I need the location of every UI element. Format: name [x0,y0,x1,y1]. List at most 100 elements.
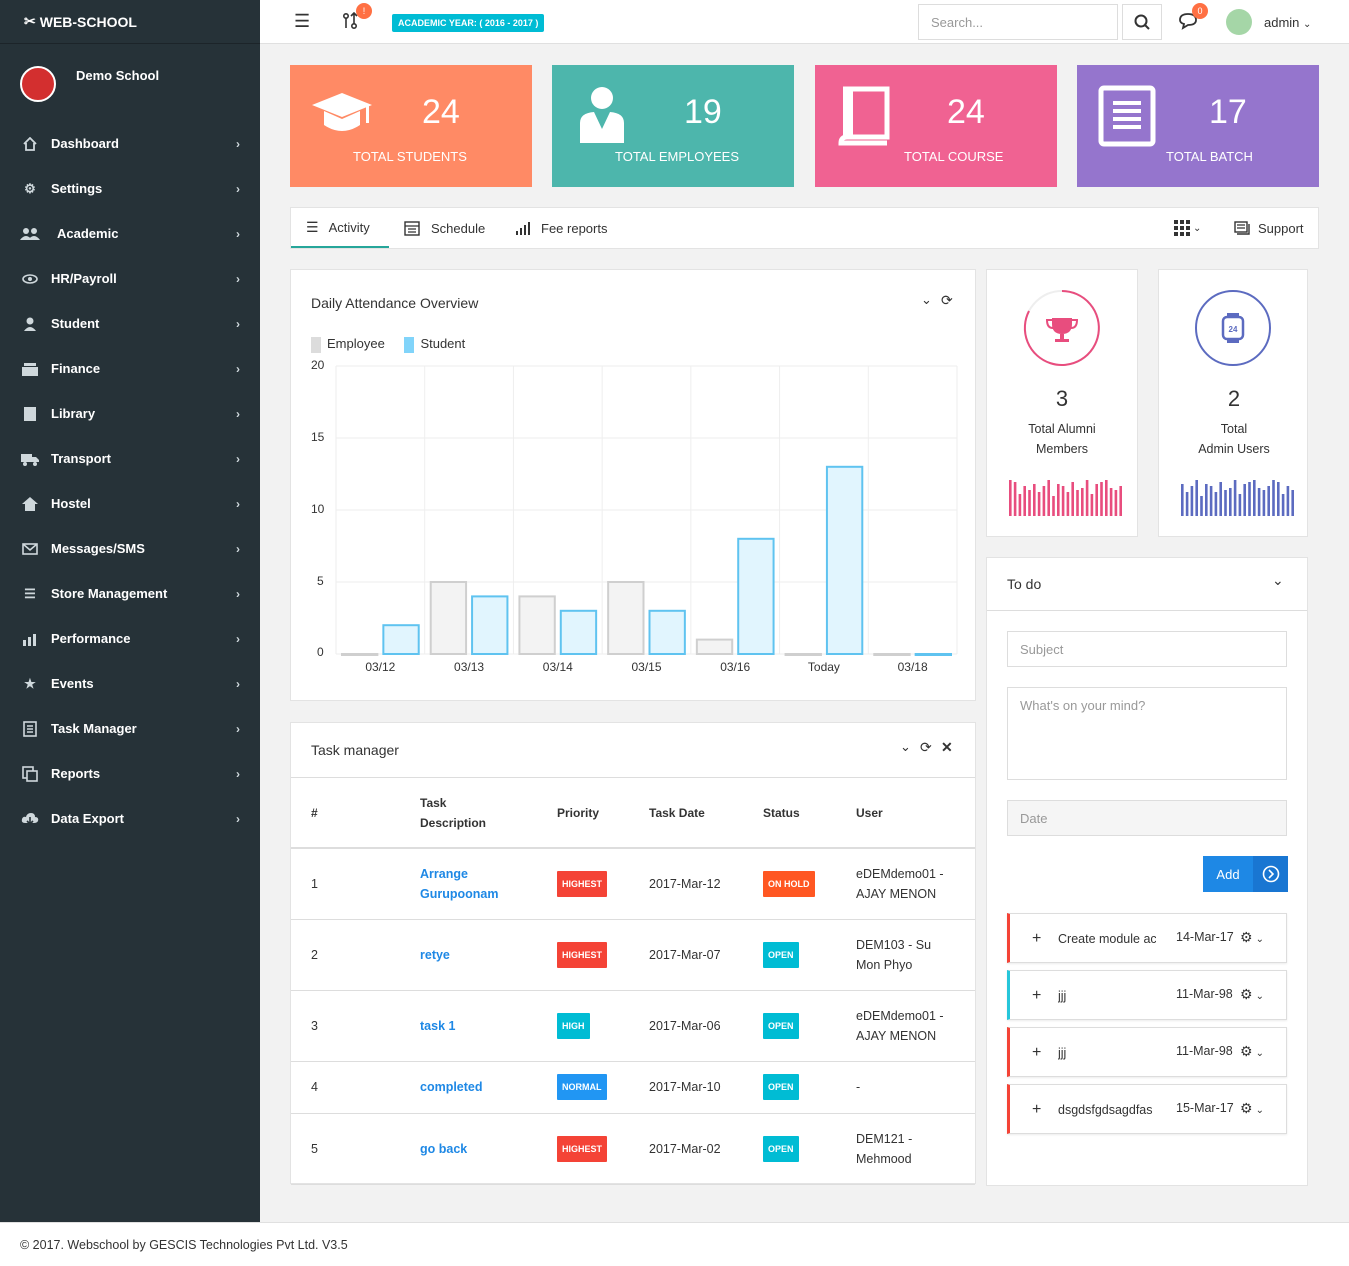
admin-label-2: Admin Users [1198,442,1270,456]
tab-fee-reports[interactable]: Fee reports [515,208,607,248]
mind-textarea[interactable]: What's on your mind? [1007,687,1287,780]
gear-icon[interactable]: ⚙ ⌄ [1240,1100,1264,1116]
bar-student[interactable] [648,609,686,655]
chevron-right-icon: › [236,631,240,646]
sidebar-item-reports[interactable]: Reports › [0,751,260,796]
priority-badge: HIGHEST [557,870,608,897]
stat-card-course[interactable]: 24 TOTAL COURSE [815,65,1057,187]
task-link[interactable]: task 1 [420,1018,456,1033]
add-button[interactable]: Add [1203,856,1288,892]
stat-card-batch[interactable]: 17 TOTAL BATCH [1077,65,1319,187]
bar-student[interactable] [914,653,953,656]
close-icon[interactable]: ✕ [941,739,953,755]
chevron-right-icon: › [236,811,240,826]
legend-swatch-student [404,336,415,353]
envelope-icon [20,541,40,557]
sparkline-bar [1277,482,1280,516]
x-tick-label: 03/14 [543,660,573,674]
plus-icon[interactable]: + [1032,987,1042,1004]
sparkline-bar [1090,494,1094,516]
todo-item[interactable]: + jjj 11-Mar-98 ⚙ ⌄ [1007,1027,1287,1077]
refresh-icon[interactable]: ⟳ [920,739,932,755]
sidebar-item-settings[interactable]: ⚙ Settings › [0,166,260,211]
sidebar-item-transport[interactable]: Transport › [0,436,260,481]
sidebar-item-data-export[interactable]: Data Export › [0,796,260,841]
sidebar-item-performance[interactable]: Performance › [0,616,260,661]
bar-student[interactable] [825,465,864,655]
bar-student[interactable] [382,624,420,656]
sidebar-item-hr-payroll[interactable]: HR/Payroll › [0,256,260,301]
bar-employee[interactable] [873,653,911,656]
brand[interactable]: ✂ WEB-SCHOOL [0,0,260,44]
task-link[interactable]: go back [420,1141,468,1156]
bar-employee[interactable] [607,581,645,655]
sidebar-item-task-manager[interactable]: Task Manager › [0,706,260,751]
tab-activity[interactable]: ☰ Activity [291,208,389,248]
gear-icon[interactable]: ⚙ ⌄ [1240,929,1264,945]
bar-employee[interactable] [695,638,734,656]
git-compare-icon[interactable] [342,11,358,35]
sidebar-item-student[interactable]: Student › [0,301,260,346]
plus-icon[interactable]: + [1032,930,1042,947]
user-text: DEM103 - Su Mon Phyo [856,937,932,972]
search-input[interactable]: Search... [918,4,1118,40]
sidebar-item-events[interactable]: ★ Events › [0,661,260,706]
alumni-label-1: Total Alumni [1028,422,1096,436]
plus-icon[interactable]: + [1032,1101,1042,1118]
todo-item[interactable]: + Create module ac 14-Mar-17 ⚙ ⌄ [1007,913,1287,963]
bar-student[interactable] [737,537,775,655]
stat-card-employees[interactable]: 19 TOTAL EMPLOYEES [552,65,794,187]
gear-icon[interactable]: ⚙ ⌄ [1240,1043,1264,1059]
sparkline-bar [1200,496,1203,516]
collapse-icon[interactable]: ⌄ [1272,572,1284,588]
sidebar-item-messages[interactable]: Messages/SMS › [0,526,260,571]
sparkline-bar [1061,486,1065,516]
tab-schedule[interactable]: Schedule [404,208,485,248]
sidebar-item-finance[interactable]: Finance › [0,346,260,391]
user-avatar[interactable] [1226,9,1252,35]
trophy-ring [1023,290,1100,366]
task-link[interactable]: completed [420,1080,483,1094]
sidebar-item-store[interactable]: ☰ Store Management › [0,571,260,616]
chat-icon[interactable] [1178,12,1198,35]
stat-card-students[interactable]: 24 TOTAL STUDENTS [290,65,532,187]
menu-toggle-icon[interactable]: ☰ [294,11,311,31]
date-input[interactable]: Date [1007,800,1287,836]
star-icon: ★ [24,675,36,691]
bar-employee[interactable] [784,653,822,656]
user-text: - [856,1080,861,1094]
academic-year-badge[interactable]: ACADEMIC YEAR: ( 2016 - 2017 ) [392,14,545,32]
user-menu[interactable]: admin ⌄ [1264,15,1311,30]
brand-name: WEB-SCHOOL [39,13,137,30]
search-button[interactable] [1122,4,1162,40]
apps-menu[interactable]: ⌄ [1174,208,1201,248]
todo-item[interactable]: + dsgdsfgdsagdfas 15-Mar-17 ⚙ ⌄ [1007,1084,1287,1134]
bar-student[interactable] [471,595,509,655]
subject-input[interactable]: Subject [1007,631,1287,667]
task-link[interactable]: retye [420,947,450,962]
clipboard-icon [20,720,40,737]
chevron-down-icon: ⌄ [1193,222,1202,234]
sidebar-item-academic[interactable]: Academic › [0,211,260,256]
status-badge: OPEN [763,1135,799,1162]
gear-icon[interactable]: ⚙ ⌄ [1240,986,1264,1002]
support-button[interactable]: Support [1234,208,1304,248]
row-number: 5 [291,1113,400,1185]
sidebar-item-dashboard[interactable]: Dashboard › [0,121,260,166]
bar-employee[interactable] [518,595,556,655]
plus-icon[interactable]: + [1032,1044,1042,1061]
user-cell: DEM121 - Mehmood [836,1113,975,1185]
bar-employee[interactable] [341,653,379,656]
todo-item[interactable]: + jjj 11-Mar-98 ⚙ ⌄ [1007,970,1287,1020]
refresh-icon[interactable]: ⟳ [941,292,953,308]
collapse-icon[interactable]: ⌄ [921,292,932,307]
collapse-icon[interactable]: ⌄ [900,739,911,754]
bar-employee[interactable] [429,581,468,655]
tab-label: Schedule [431,220,486,236]
sidebar-item-hostel[interactable]: Hostel › [0,481,260,526]
todo-text: Create module ac [1058,932,1156,946]
sidebar-item-library[interactable]: Library › [0,391,260,436]
bar-student[interactable] [559,609,598,655]
smartwatch-icon: 24 [1221,313,1245,343]
task-link[interactable]: Arrange Gurupoonam [420,866,499,901]
